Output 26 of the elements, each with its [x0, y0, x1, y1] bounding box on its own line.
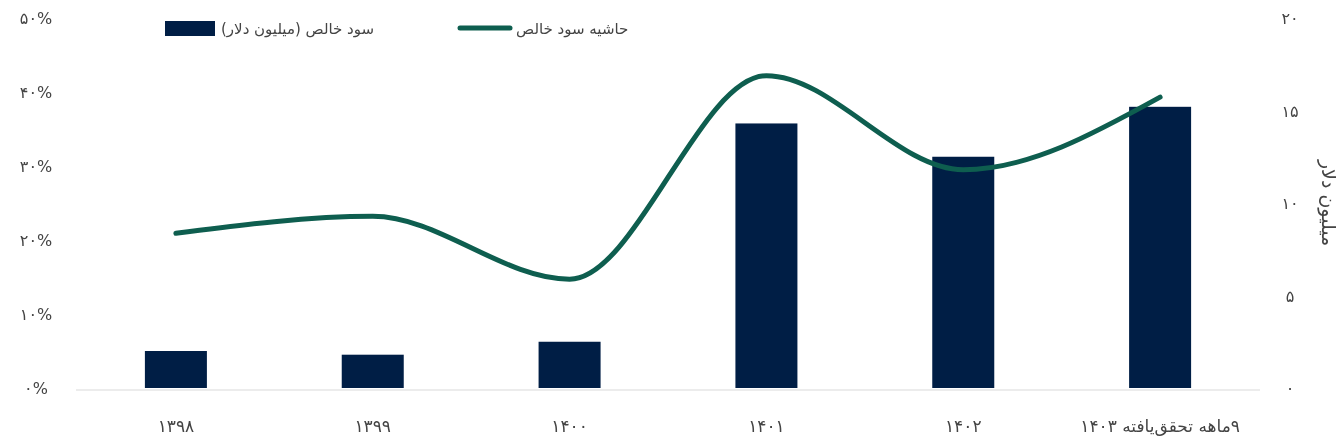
y-tick-label: ۲۰% [19, 231, 53, 250]
y2-tick-label: ۵ [1285, 286, 1295, 306]
x-tick-label: ۱۴۰۱ [748, 416, 785, 436]
y2-tick-label: ۱۵ [1281, 101, 1299, 121]
bar [538, 341, 601, 388]
bar [735, 123, 798, 388]
x-tick-label: ۱۳۹۹ [354, 416, 391, 436]
y-tick-label: ۵۰% [19, 9, 53, 28]
y-tick-label: ۱۰% [19, 305, 53, 324]
x-tick-label: ۱۴۰۲ [945, 416, 982, 436]
bar [144, 351, 207, 388]
y-tick-label: ۳۰% [19, 157, 53, 176]
y2-axis-title: میلیون دلار [1317, 158, 1340, 247]
x-tick-label: ۱۴۰۰ [551, 416, 588, 436]
legend-label: حاشیه سود خالص [516, 20, 629, 38]
bar [1129, 106, 1192, 388]
x-tick-label: ۹ماهه تحقق‌یافته ۱۴۰۳ [1080, 416, 1240, 436]
y-tick-label: ۰% [24, 379, 48, 398]
legend-label: سود خالص (میلیون دلار) [221, 20, 375, 38]
bar [932, 156, 995, 388]
bar [341, 354, 404, 388]
y2-tick-label: ۰ [1285, 379, 1295, 398]
y2-tick-label: ۱۰ [1281, 194, 1299, 213]
y2-tick-label: ۲۰ [1281, 9, 1299, 28]
y-tick-label: ۴۰% [19, 83, 53, 102]
x-tick-label: ۱۳۹۸ [157, 416, 195, 436]
